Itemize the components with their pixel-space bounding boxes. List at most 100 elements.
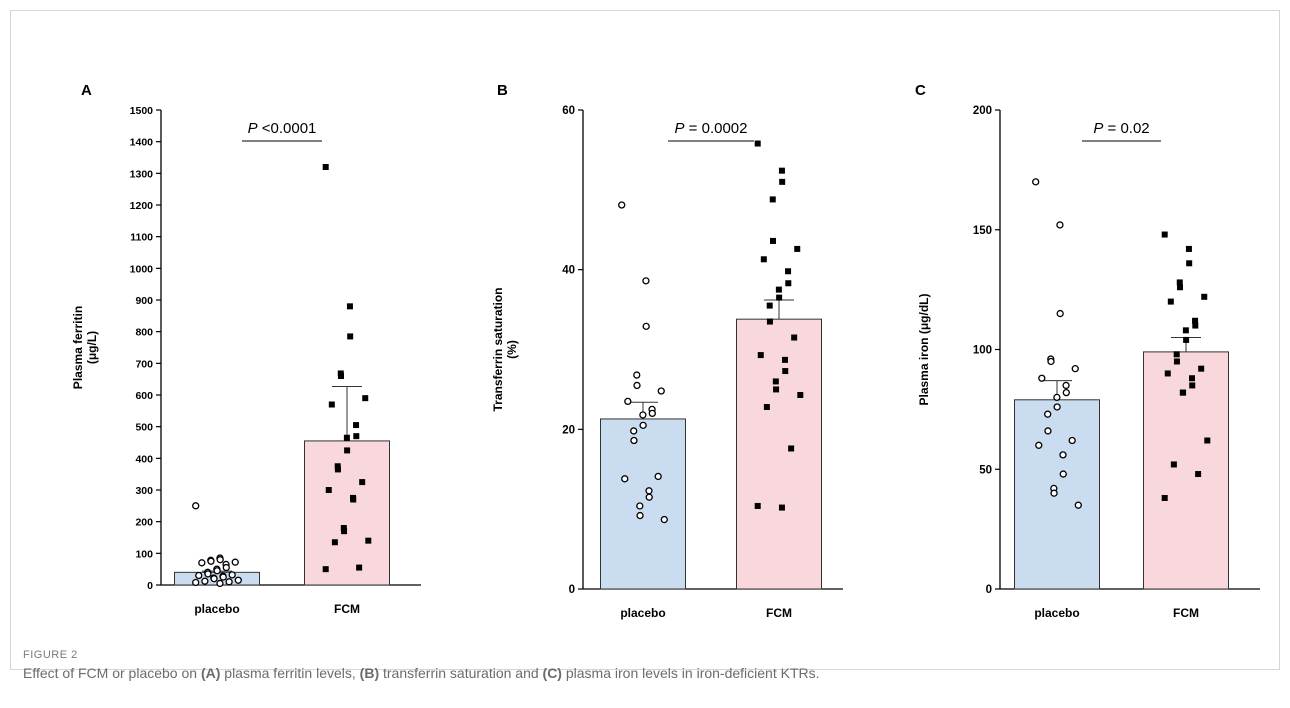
- data-point-fcm: [1182, 327, 1189, 334]
- data-point-placebo: [1053, 393, 1061, 402]
- data-point-placebo: [1032, 178, 1040, 186]
- data-point-fcm: [344, 447, 351, 454]
- data-point-fcm: [785, 280, 792, 287]
- data-point-fcm: [760, 256, 767, 263]
- data-point-fcm: [322, 566, 329, 573]
- data-point-fcm: [782, 356, 788, 363]
- data-point-placebo: [225, 578, 233, 586]
- x-tick-label: FCM: [1173, 606, 1199, 620]
- data-point-fcm: [1192, 317, 1199, 324]
- data-point-placebo: [210, 575, 218, 583]
- data-point-placebo: [645, 487, 653, 495]
- y-tick-label: 20: [562, 424, 575, 436]
- data-point-fcm: [775, 286, 782, 293]
- data-point-placebo: [633, 381, 641, 390]
- data-point-placebo: [621, 475, 629, 483]
- p-value-label: P = 0.0002: [675, 120, 748, 137]
- data-point-fcm: [785, 268, 792, 275]
- x-tick-label: FCM: [334, 602, 360, 616]
- x-tick-label: placebo: [1034, 606, 1079, 620]
- data-point-placebo: [1068, 436, 1076, 445]
- data-point-placebo: [207, 557, 215, 565]
- data-point-fcm: [766, 302, 773, 309]
- y-tick-label: 0: [986, 584, 992, 596]
- data-point-placebo: [219, 573, 227, 581]
- data-point-placebo: [1059, 451, 1067, 459]
- figure-charts: A010020030040050060070080090010001100120…: [71, 82, 1260, 620]
- data-point-placebo: [213, 567, 221, 575]
- y-tick-label: 1400: [130, 137, 154, 149]
- data-point-fcm: [1161, 494, 1168, 501]
- data-point-placebo: [1074, 501, 1082, 509]
- chart-panel-c: C 0 50 100 150 200 Plasma iron (μg/dL) placebo F…: [915, 82, 1260, 620]
- data-point-fcm: [325, 487, 332, 493]
- data-point-placebo: [642, 322, 650, 330]
- data-point-fcm: [1192, 322, 1199, 329]
- data-point-placebo: [231, 558, 239, 566]
- y-tick-label: 100: [135, 548, 153, 560]
- data-point-placebo: [639, 411, 647, 419]
- data-point-placebo: [1071, 365, 1079, 373]
- y-tick-label: 900: [135, 295, 153, 307]
- data-point-fcm: [1173, 358, 1180, 365]
- data-point-fcm: [1180, 389, 1187, 396]
- caption-panel-ref: (C): [542, 665, 562, 681]
- y-axis-label: (%): [505, 340, 519, 359]
- y-axis-label: (μg/L): [85, 331, 99, 364]
- x-tick-label: placebo: [194, 602, 239, 616]
- data-point-fcm: [1164, 370, 1171, 377]
- panel-letter: B: [497, 82, 508, 99]
- data-point-fcm: [1173, 351, 1180, 358]
- data-point-placebo: [1056, 221, 1064, 229]
- data-point-placebo: [630, 436, 638, 445]
- data-point-fcm: [1170, 461, 1177, 468]
- y-tick-label: 500: [135, 422, 153, 434]
- data-point-fcm: [347, 333, 354, 340]
- y-axis-label: Plasma ferritin: [71, 306, 85, 389]
- data-point-placebo: [1044, 410, 1052, 418]
- data-point-fcm: [1177, 284, 1183, 291]
- data-point-fcm: [782, 368, 789, 375]
- data-point-fcm: [766, 318, 773, 325]
- panel-letter: A: [81, 82, 92, 99]
- chart-panel-a: A 0 100 200 300 400 500 600 700 800 900 1000 1100 120…: [71, 82, 421, 616]
- data-point-placebo: [201, 577, 209, 585]
- data-point-fcm: [1204, 437, 1211, 444]
- data-point-fcm: [1185, 245, 1192, 252]
- p-value-symbol: P: [675, 120, 685, 137]
- y-tick-label: 0: [147, 580, 153, 592]
- data-point-fcm: [1167, 298, 1174, 305]
- data-point-placebo: [204, 570, 212, 578]
- data-point-fcm: [788, 445, 795, 452]
- data-point-fcm: [1189, 375, 1195, 382]
- data-point-placebo: [636, 511, 644, 520]
- p-value-symbol: P: [1093, 120, 1103, 137]
- data-point-fcm: [338, 373, 344, 379]
- data-point-placebo: [1035, 441, 1043, 449]
- data-point-fcm: [776, 294, 783, 301]
- data-point-fcm: [1161, 231, 1168, 238]
- data-point-fcm: [340, 525, 347, 531]
- caption-text-part: Effect of FCM or placebo on: [23, 665, 201, 681]
- data-point-fcm: [794, 245, 801, 252]
- data-point-fcm: [328, 401, 335, 408]
- data-point-placebo: [1047, 357, 1055, 366]
- data-point-placebo: [1053, 403, 1061, 411]
- y-tick-label: 200: [135, 517, 153, 529]
- y-tick-label: 400: [135, 453, 153, 465]
- data-point-fcm: [754, 140, 761, 147]
- y-axis-label: Transferrin saturation: [491, 287, 505, 411]
- bar-fcm: [736, 318, 822, 590]
- data-point-fcm: [359, 479, 366, 486]
- data-point-placebo: [228, 571, 236, 579]
- data-point-fcm: [1195, 471, 1202, 478]
- data-point-fcm: [353, 433, 360, 440]
- bar-fcm: [304, 440, 390, 586]
- y-tick-label: 700: [135, 358, 153, 370]
- bar-fcm: [1143, 351, 1229, 590]
- y-tick-label: 100: [973, 345, 992, 357]
- data-point-placebo: [657, 387, 665, 395]
- caption-text-part: transferrin saturation and: [379, 665, 543, 681]
- y-tick-label: 1200: [130, 200, 154, 212]
- data-point-placebo: [1062, 388, 1070, 397]
